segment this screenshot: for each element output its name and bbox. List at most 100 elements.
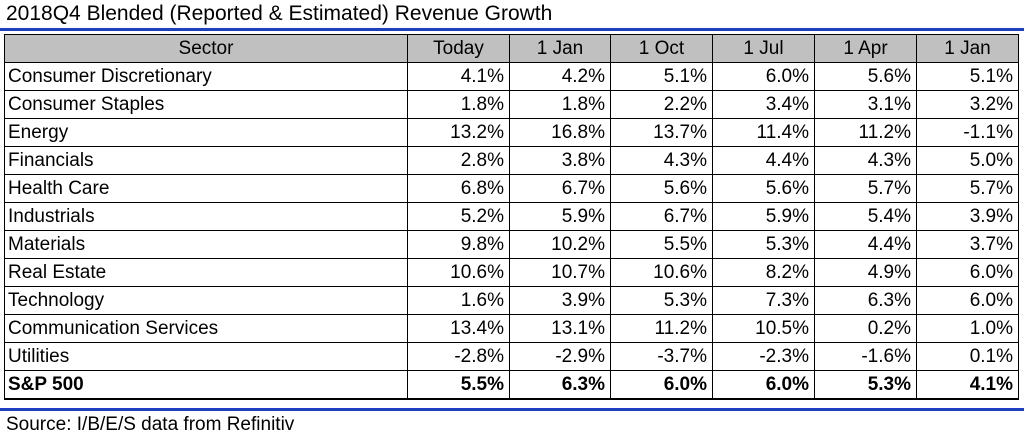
growth-value-cell: 3.9% [916,202,1019,231]
growth-value-cell: 16.8% [509,118,611,147]
growth-value-cell: 6.7% [610,202,713,231]
growth-value-cell: 4.9% [814,258,917,287]
growth-value-cell: 3.9% [509,286,611,315]
column-header-date: Today [407,34,510,63]
growth-value-cell: -1.1% [916,118,1019,147]
growth-value-cell: 1.8% [407,90,510,119]
growth-value-cell: 8.2% [712,258,815,287]
growth-value-cell: 5.6% [610,174,713,203]
growth-value-cell: 6.3% [814,286,917,315]
growth-value-cell: 6.7% [509,174,611,203]
growth-value-cell: 5.9% [712,202,815,231]
growth-value-cell: 5.6% [712,174,815,203]
growth-value-cell: 10.2% [509,230,611,259]
table-row: Industrials 5.2% 5.9% 6.7% 5.9% 5.4% 3.9% [4,202,1019,231]
table-row: Communication Services 13.4% 13.1% 11.2% 10.… [4,314,1019,343]
growth-value-cell: 6.0% [712,370,815,400]
header-row: Sector Today 1 Jan 1 Oct 1 Jul 1 Apr 1 Jan [4,34,1019,63]
growth-value-cell: 5.0% [916,146,1019,175]
growth-value-cell: 4.4% [814,230,917,259]
growth-value-cell: 4.2% [509,62,611,91]
growth-value-cell: -1.6% [814,342,917,371]
growth-value-cell: 4.3% [814,146,917,175]
table-title: 2018Q4 Blended (Reported & Estimated) Re… [6,2,553,25]
growth-value-cell: 3.7% [916,230,1019,259]
sector-label: Technology [4,286,408,315]
source-note: Source: I/B/E/S data from Refinitiv [6,414,295,435]
sector-label: Utilities [4,342,408,371]
growth-value-cell: 7.3% [712,286,815,315]
growth-value-cell: 6.8% [407,174,510,203]
sector-label: S&P 500 [4,370,408,400]
growth-value-cell: 1.0% [916,314,1019,343]
growth-value-cell: 5.6% [814,62,917,91]
growth-value-cell: -2.8% [407,342,510,371]
growth-value-cell: -2.9% [509,342,611,371]
growth-value-cell: 6.0% [610,370,713,400]
table-row: Health Care 6.8% 6.7% 5.6% 5.6% 5.7% 5.7% [4,174,1019,203]
table-body: Consumer Discretionary 4.1% 4.2% 5.1% 6.0% 5.… [4,62,1019,400]
sector-label: Consumer Discretionary [4,62,408,91]
growth-value-cell: 5.7% [814,174,917,203]
growth-value-cell: 1.8% [509,90,611,119]
growth-value-cell: 5.2% [407,202,510,231]
growth-value-cell: 6.0% [712,62,815,91]
growth-value-cell: 5.4% [814,202,917,231]
growth-value-cell: 13.1% [509,314,611,343]
growth-value-cell: 3.4% [712,90,815,119]
column-header-sector: Sector [4,34,408,63]
growth-value-cell: 5.3% [814,370,917,400]
growth-value-cell: 3.1% [814,90,917,119]
sector-label: Materials [4,230,408,259]
growth-value-cell: -3.7% [610,342,713,371]
growth-value-cell: 9.8% [407,230,510,259]
sector-label: Energy [4,118,408,147]
growth-value-cell: 6.0% [916,286,1019,315]
table-row: Utilities -2.8% -2.9% -3.7% -2.3% -1.6% 0.1% [4,342,1019,371]
growth-value-cell: 5.3% [712,230,815,259]
growth-value-cell: 3.8% [509,146,611,175]
sector-label: Financials [4,146,408,175]
growth-value-cell: 4.4% [712,146,815,175]
column-header-date: 1 Apr [814,34,917,63]
growth-value-cell: 11.4% [712,118,815,147]
growth-value-cell: 5.5% [610,230,713,259]
total-row: S&P 500 5.5% 6.3% 6.0% 6.0% 5.3% 4.1% [4,370,1019,400]
growth-value-cell: 4.1% [407,62,510,91]
growth-value-cell: 4.3% [610,146,713,175]
growth-value-cell: 13.4% [407,314,510,343]
growth-value-cell: 10.5% [712,314,815,343]
column-header-date: 1 Jan [509,34,611,63]
table-row: Materials 9.8% 10.2% 5.5% 5.3% 4.4% 3.7% [4,230,1019,259]
bottom-rule [0,408,1024,411]
table-row: Financials 2.8% 3.8% 4.3% 4.4% 4.3% 5.0% [4,146,1019,175]
table-row: Real Estate 10.6% 10.7% 10.6% 8.2% 4.9% 6.0% [4,258,1019,287]
growth-value-cell: 5.5% [407,370,510,400]
table-row: Energy 13.2% 16.8% 13.7% 11.4% 11.2% -1.1% [4,118,1019,147]
growth-value-cell: 5.1% [610,62,713,91]
column-header-date: 1 Oct [610,34,713,63]
growth-value-cell: 5.7% [916,174,1019,203]
table-row: Consumer Staples 1.8% 1.8% 2.2% 3.4% 3.1% 3.2% [4,90,1019,119]
column-header-date: 1 Jan [916,34,1019,63]
column-header-date: 1 Jul [712,34,815,63]
growth-value-cell: 6.0% [916,258,1019,287]
sector-label: Communication Services [4,314,408,343]
growth-value-cell: 10.6% [407,258,510,287]
growth-value-cell: 5.1% [916,62,1019,91]
growth-value-cell: 1.6% [407,286,510,315]
revenue-growth-table: Sector Today 1 Jan 1 Oct 1 Jul 1 Apr 1 Jan Con… [4,34,1019,400]
growth-value-cell: 6.3% [509,370,611,400]
sector-label: Health Care [4,174,408,203]
growth-value-cell: 3.2% [916,90,1019,119]
growth-value-cell: 2.8% [407,146,510,175]
growth-value-cell: 5.3% [610,286,713,315]
sector-label: Real Estate [4,258,408,287]
growth-value-cell: 2.2% [610,90,713,119]
growth-value-cell: 0.1% [916,342,1019,371]
top-rule [0,28,1024,31]
growth-value-cell: 10.7% [509,258,611,287]
growth-value-cell: 4.1% [916,370,1019,400]
table-row: Consumer Discretionary 4.1% 4.2% 5.1% 6.0% 5.… [4,62,1019,91]
growth-value-cell: 10.6% [610,258,713,287]
